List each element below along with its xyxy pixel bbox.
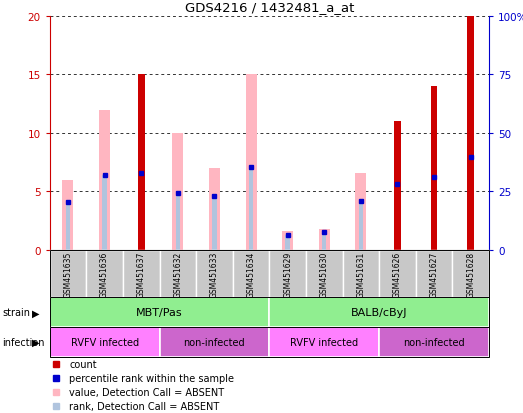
- Bar: [379, 250, 416, 298]
- Bar: [269, 328, 379, 357]
- Text: GSM451628: GSM451628: [466, 251, 475, 297]
- Text: strain: strain: [3, 308, 31, 318]
- Bar: [86, 250, 123, 298]
- Text: GSM451630: GSM451630: [320, 251, 329, 297]
- Bar: [123, 250, 160, 298]
- Bar: [269, 250, 306, 298]
- Bar: [379, 328, 489, 357]
- Text: value, Detection Call = ABSENT: value, Detection Call = ABSENT: [70, 387, 224, 397]
- Text: GSM451629: GSM451629: [283, 251, 292, 297]
- Bar: [343, 250, 379, 298]
- Bar: [209, 169, 220, 250]
- Text: ▶: ▶: [32, 308, 40, 318]
- Bar: [63, 180, 73, 250]
- Text: RVFV infected: RVFV infected: [71, 337, 139, 347]
- Bar: [249, 167, 253, 250]
- Bar: [269, 298, 489, 328]
- Bar: [355, 173, 366, 250]
- Bar: [103, 176, 107, 250]
- Bar: [173, 134, 184, 250]
- Bar: [212, 197, 217, 250]
- Text: infection: infection: [3, 337, 45, 347]
- Text: ▶: ▶: [32, 337, 40, 347]
- Bar: [286, 235, 290, 250]
- Bar: [319, 229, 330, 250]
- Bar: [282, 232, 293, 250]
- Text: non-infected: non-infected: [403, 337, 465, 347]
- Bar: [66, 202, 70, 250]
- Bar: [196, 250, 233, 298]
- Text: non-infected: non-infected: [184, 337, 245, 347]
- Bar: [359, 201, 363, 250]
- Text: count: count: [70, 359, 97, 369]
- Text: GSM451633: GSM451633: [210, 251, 219, 297]
- Bar: [431, 87, 437, 250]
- Text: rank, Detection Call = ABSENT: rank, Detection Call = ABSENT: [70, 401, 220, 411]
- Bar: [160, 250, 196, 298]
- Bar: [50, 328, 160, 357]
- Bar: [322, 233, 326, 250]
- Bar: [50, 298, 269, 328]
- Bar: [416, 250, 452, 298]
- Bar: [138, 75, 144, 250]
- Bar: [468, 17, 474, 250]
- Bar: [50, 250, 86, 298]
- Text: GSM451634: GSM451634: [246, 251, 256, 297]
- Text: GSM451631: GSM451631: [356, 251, 366, 297]
- Bar: [452, 250, 489, 298]
- Text: BALB/cByJ: BALB/cByJ: [351, 308, 407, 318]
- Text: RVFV infected: RVFV infected: [290, 337, 358, 347]
- Title: GDS4216 / 1432481_a_at: GDS4216 / 1432481_a_at: [185, 1, 354, 14]
- Text: GSM451632: GSM451632: [173, 251, 183, 297]
- Text: percentile rank within the sample: percentile rank within the sample: [70, 373, 234, 383]
- Text: GSM451626: GSM451626: [393, 251, 402, 297]
- Bar: [306, 250, 343, 298]
- Bar: [160, 328, 269, 357]
- Text: GSM451635: GSM451635: [63, 251, 73, 297]
- Bar: [233, 250, 269, 298]
- Text: GSM451636: GSM451636: [100, 251, 109, 297]
- Text: GSM451637: GSM451637: [137, 251, 146, 297]
- Text: GSM451627: GSM451627: [429, 251, 439, 297]
- Bar: [394, 122, 401, 250]
- Bar: [176, 193, 180, 250]
- Bar: [99, 110, 110, 250]
- Text: MBT/Pas: MBT/Pas: [136, 308, 183, 318]
- Bar: [246, 75, 256, 250]
